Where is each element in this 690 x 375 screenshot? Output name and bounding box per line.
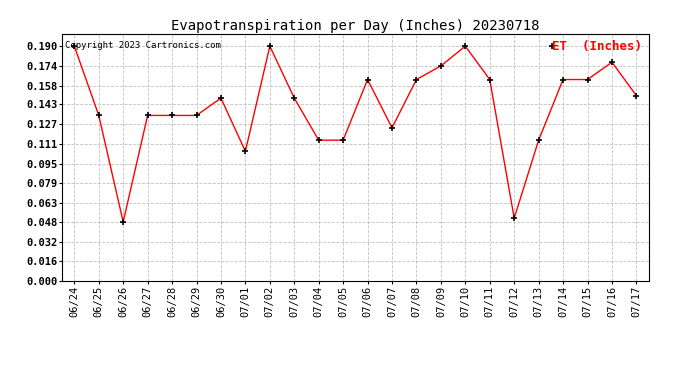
ET  (Inches)	[241, 149, 250, 154]
ET  (Inches)	[583, 77, 591, 82]
Text: Copyright 2023 Cartronics.com: Copyright 2023 Cartronics.com	[65, 41, 221, 50]
ET  (Inches)	[217, 96, 225, 100]
ET  (Inches)	[119, 220, 128, 224]
ET  (Inches)	[510, 216, 518, 220]
ET  (Inches)	[461, 44, 469, 48]
ET  (Inches)	[193, 113, 201, 118]
ET  (Inches)	[388, 126, 396, 130]
ET  (Inches)	[339, 138, 347, 142]
ET  (Inches)	[95, 113, 103, 118]
ET  (Inches)	[413, 77, 421, 82]
Legend: ET  (Inches): ET (Inches)	[553, 40, 642, 53]
ET  (Inches)	[144, 113, 152, 118]
ET  (Inches)	[559, 77, 567, 82]
ET  (Inches)	[290, 96, 298, 100]
ET  (Inches)	[437, 64, 445, 68]
ET  (Inches)	[315, 138, 323, 142]
ET  (Inches)	[70, 44, 79, 48]
ET  (Inches)	[632, 93, 640, 98]
ET  (Inches)	[266, 44, 274, 48]
ET  (Inches)	[608, 60, 616, 64]
ET  (Inches)	[168, 113, 176, 118]
Title: Evapotranspiration per Day (Inches) 20230718: Evapotranspiration per Day (Inches) 2023…	[171, 19, 540, 33]
Line: ET  (Inches): ET (Inches)	[72, 44, 639, 225]
ET  (Inches)	[486, 77, 494, 82]
ET  (Inches)	[535, 138, 543, 142]
ET  (Inches)	[364, 77, 372, 82]
